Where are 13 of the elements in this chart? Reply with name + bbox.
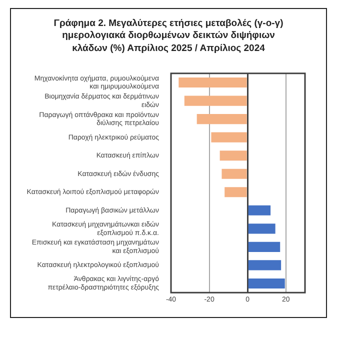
bar (220, 150, 247, 161)
bar (184, 96, 247, 106)
bar (178, 78, 247, 88)
bar (248, 242, 280, 252)
chart-title: Γράφημα 2. Μεγαλύτερες ετήσιες μεταβολές (γ-ο-γ) ημερολογιακά διορθωμένων δεικτών διψήφιων κλάδων (%) Απρίλιος 2025 / Απρίλιος 2024 (52, 17, 284, 56)
bar (248, 260, 282, 270)
bar (248, 224, 276, 234)
bar (211, 132, 247, 142)
bar (248, 205, 271, 216)
bar (222, 168, 247, 179)
bar (224, 187, 247, 198)
bar (248, 278, 285, 289)
bar (196, 114, 247, 124)
